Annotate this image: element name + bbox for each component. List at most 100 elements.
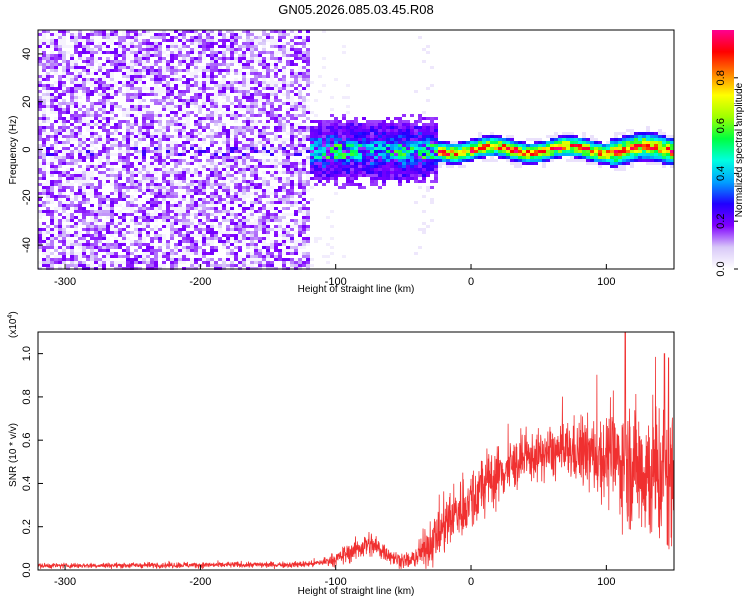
spectrogram-cell <box>130 252 134 255</box>
spectrogram-cell <box>98 87 102 90</box>
spectrogram-cell <box>90 150 94 153</box>
spectrogram-cell <box>66 252 70 255</box>
spectrogram-cell <box>42 243 46 246</box>
spectrogram-cell <box>210 174 214 177</box>
spectrogram-cell <box>90 216 94 219</box>
spectrogram-cell <box>158 159 162 162</box>
spectrogram-cell <box>46 243 50 246</box>
spectrogram-cell <box>414 126 418 129</box>
spectrogram-cell <box>278 129 282 132</box>
spectrogram-cell <box>106 84 110 87</box>
spectrogram-cell <box>310 81 314 84</box>
spectrogram-cell <box>290 204 294 207</box>
spectrogram-cell <box>234 135 238 138</box>
spectrogram-cell <box>518 147 522 150</box>
spectrogram-cell <box>222 87 226 90</box>
spectrogram-cell <box>346 141 350 144</box>
spectrogram-cell <box>282 144 286 147</box>
spectrogram-cell <box>154 183 158 186</box>
spectrogram-cell <box>142 120 146 123</box>
spectrogram-cell <box>338 141 342 144</box>
spectrogram-cell <box>214 189 218 192</box>
spectrogram-cell <box>134 90 138 93</box>
spectrogram-cell <box>98 210 102 213</box>
spectrogram-cell <box>462 153 466 156</box>
spectrogram-cell <box>242 81 246 84</box>
spectrogram-cell <box>334 123 338 126</box>
spectrogram-cell <box>154 261 158 264</box>
spectrogram-cell <box>466 153 470 156</box>
spectrogram-cell <box>66 108 70 111</box>
spectrogram-cell <box>66 87 70 90</box>
spectrogram-cell <box>258 132 262 135</box>
spectrogram-cell <box>330 147 334 150</box>
spectrogram-cell <box>118 108 122 111</box>
spectrogram-cell <box>158 228 162 231</box>
spectrogram-cell <box>90 162 94 165</box>
spectrogram-cell <box>230 129 234 132</box>
spectrogram-cell <box>230 84 234 87</box>
spectrogram-cell <box>250 156 254 159</box>
spectrogram-cell <box>238 150 242 153</box>
spectrogram-cell <box>206 180 210 183</box>
spectrogram-cell <box>402 135 406 138</box>
spectrogram-cell <box>38 261 42 264</box>
spectrogram-cell <box>250 261 254 264</box>
spectrogram-cell <box>114 177 118 180</box>
spectrogram-cell <box>122 219 126 222</box>
spectrogram-cell <box>286 99 290 102</box>
spectrogram-cell <box>318 123 322 126</box>
spectrogram-cell <box>266 258 270 261</box>
spectrogram-cell <box>42 84 46 87</box>
spectrogram-cell <box>242 192 246 195</box>
spectrogram-cell <box>182 207 186 210</box>
spectrogram-cell <box>90 144 94 147</box>
spectrogram-cell <box>138 159 142 162</box>
spectrogram-cell <box>98 99 102 102</box>
spectrogram-cell <box>358 126 362 129</box>
spectrogram-cell <box>274 216 278 219</box>
spectrogram-cell <box>174 123 178 126</box>
spectrogram-cell <box>182 135 186 138</box>
spectrogram-cell <box>334 153 338 156</box>
spectrogram-cell <box>158 90 162 93</box>
spectrogram-cell <box>138 207 142 210</box>
spectrogram-cell <box>238 147 242 150</box>
spectrogram-cell <box>302 132 306 135</box>
spectrogram-cell <box>78 126 82 129</box>
spectrogram-cell <box>110 48 114 51</box>
spectrogram-cell <box>98 81 102 84</box>
spectrogram-cell <box>254 198 258 201</box>
spectrogram-cell <box>250 252 254 255</box>
spectrogram-cell <box>390 171 394 174</box>
spectrogram-cell <box>166 258 170 261</box>
spectrogram-cell <box>78 237 82 240</box>
spectrogram-cell <box>222 177 226 180</box>
spectrogram-cell <box>58 156 62 159</box>
spectrogram-cell <box>246 120 250 123</box>
spectrogram-cell <box>438 150 442 153</box>
spectrogram-cell <box>498 141 502 144</box>
spectrogram-cell <box>174 144 178 147</box>
spectrogram-cell <box>274 192 278 195</box>
spectrogram-cell <box>378 126 382 129</box>
spectrogram-cell <box>178 39 182 42</box>
spectrogram-cell <box>254 69 258 72</box>
spectrogram-cell <box>222 42 226 45</box>
spectrogram-cell <box>422 231 426 234</box>
spectrogram-cell <box>150 42 154 45</box>
spectrogram-cell <box>74 132 78 135</box>
spectrogram-cell <box>270 54 274 57</box>
spectrogram-cell <box>86 96 90 99</box>
spectrogram-cell <box>234 222 238 225</box>
spectrogram-cell <box>118 159 122 162</box>
spectrogram-cell <box>410 132 414 135</box>
spectrogram-cell <box>170 252 174 255</box>
spectrogram-cell <box>294 81 298 84</box>
spectrogram-cell <box>290 123 294 126</box>
spectrogram-cell <box>38 240 42 243</box>
spectrogram-cell <box>134 171 138 174</box>
spectrogram-cell <box>118 87 122 90</box>
spectrogram-cell <box>418 138 422 141</box>
spectrogram-cell <box>106 168 110 171</box>
